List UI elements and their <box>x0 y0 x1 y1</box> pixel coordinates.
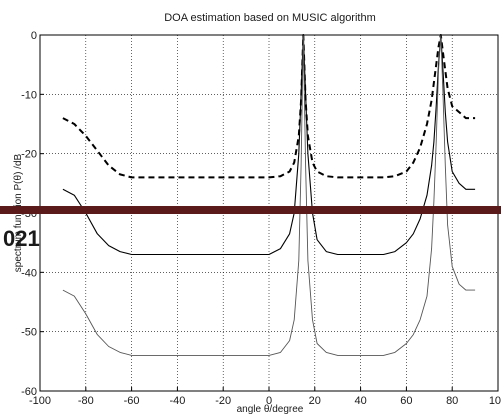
x-tick-label: -40 <box>169 395 185 407</box>
y-tick-label: -10 <box>21 89 37 101</box>
x-tick-label: 80 <box>446 395 458 407</box>
x-tick-label: -20 <box>215 395 231 407</box>
series-line-3 <box>62 34 476 356</box>
x-tick-label: -80 <box>78 395 94 407</box>
watermark-text: 021 <box>3 226 40 251</box>
x-tick-labels: -100 -80 -60 -40 -20 0 20 40 60 80 100 <box>29 395 501 407</box>
x-tick-label: 60 <box>400 395 412 407</box>
series-line-2 <box>62 34 476 256</box>
y-tick-label: -20 <box>21 149 37 161</box>
y-tick-label: -60 <box>21 386 37 398</box>
x-tick-label: -100 <box>29 395 51 407</box>
x-axis-label: angle θ/degree <box>237 404 304 414</box>
y-tick-label: -40 <box>21 267 37 279</box>
watermark-bar <box>0 206 501 214</box>
x-tick-label: -60 <box>124 395 140 407</box>
y-tick-label: -50 <box>21 327 37 339</box>
y-tick-label: 0 <box>31 30 37 42</box>
watermark-overlay: 021 <box>0 206 501 251</box>
x-tick-label: 100 <box>489 395 501 407</box>
x-tick-label: 40 <box>354 395 366 407</box>
series-line-1 <box>62 34 476 179</box>
x-tick-label: 20 <box>309 395 321 407</box>
series-layer <box>62 34 476 356</box>
chart-title: DOA estimation based on MUSIC algorithm <box>164 12 376 24</box>
x-tick-label: 0 <box>266 395 272 407</box>
